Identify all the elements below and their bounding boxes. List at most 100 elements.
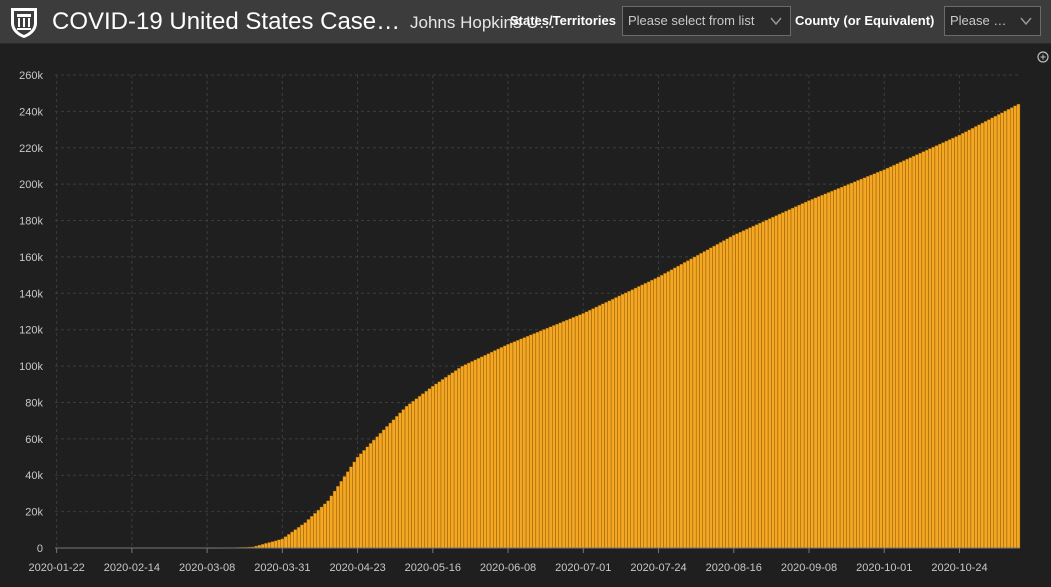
- bar: [486, 353, 491, 549]
- y-tick-label: 260k: [19, 70, 43, 82]
- bar: [908, 157, 913, 549]
- bar: [584, 311, 589, 549]
- bar: [705, 249, 710, 549]
- bar: [892, 164, 896, 549]
- bar: [401, 409, 406, 549]
- bar: [738, 231, 743, 549]
- bar: [692, 256, 697, 549]
- bar: [882, 169, 887, 549]
- bar: [336, 485, 340, 549]
- bar: [669, 269, 674, 549]
- bar: [921, 151, 926, 549]
- app-subtitle: Johns Hopkins U…: [410, 13, 556, 32]
- bar: [408, 403, 412, 549]
- bar: [748, 227, 752, 549]
- bar: [833, 189, 838, 549]
- bar: [653, 278, 658, 549]
- bar: [601, 303, 605, 549]
- app-header: COVID-19 United States Case… Johns Hopki…: [0, 0, 1051, 44]
- bar: [332, 490, 337, 549]
- bar: [826, 192, 831, 549]
- bar: [816, 196, 821, 549]
- bar: [735, 233, 739, 549]
- chart-panel: 0 20k 40k 60k 80k 100k 120k 140k 160k 180k 200k 220…: [0, 53, 1051, 582]
- bar: [395, 416, 399, 549]
- bar: [967, 129, 972, 549]
- bar: [699, 253, 703, 549]
- expand-chart-icon[interactable]: [1037, 51, 1049, 63]
- bar: [493, 350, 497, 549]
- bar: [718, 242, 723, 549]
- bar: [437, 381, 442, 549]
- bar: [574, 315, 579, 549]
- bar: [414, 398, 419, 549]
- x-tick-label: 2020-03-31: [254, 562, 310, 574]
- bar: [767, 218, 772, 549]
- bar: [375, 436, 380, 549]
- bar: [378, 432, 383, 549]
- bar: [813, 197, 818, 549]
- y-tick-label: 0: [37, 543, 43, 555]
- bar: [421, 393, 425, 549]
- y-tick-label: 180k: [19, 216, 43, 228]
- app-title: COVID-19 United States Case…: [52, 8, 401, 35]
- bar: [810, 198, 815, 549]
- bar: [329, 495, 334, 549]
- bar: [349, 466, 353, 549]
- state-select[interactable]: Please select from list: [622, 6, 791, 36]
- bar: [951, 137, 955, 549]
- bar: [578, 314, 582, 549]
- bar: [424, 390, 429, 549]
- bar: [385, 426, 389, 549]
- bar: [319, 506, 324, 549]
- bar: [512, 341, 517, 549]
- bar: [525, 335, 530, 549]
- bar: [728, 236, 733, 549]
- bar: [637, 286, 641, 549]
- bar: [440, 379, 445, 549]
- bar: [260, 544, 265, 549]
- bar: [944, 140, 949, 549]
- bar: [715, 243, 720, 549]
- bar: [460, 365, 465, 549]
- bar: [784, 210, 788, 549]
- y-tick-label: 140k: [19, 288, 43, 300]
- bar: [686, 260, 690, 549]
- bar: [277, 539, 281, 549]
- bar: [934, 145, 939, 549]
- bar: [774, 215, 779, 549]
- y-tick-label: 80k: [25, 397, 43, 409]
- bar: [915, 154, 919, 549]
- bar: [434, 383, 438, 549]
- bar: [417, 395, 422, 549]
- bar: [502, 345, 507, 549]
- y-tick-label: 160k: [19, 252, 43, 264]
- bar: [499, 347, 504, 549]
- bar: [807, 200, 811, 549]
- bar: [404, 405, 409, 549]
- bar: [941, 142, 945, 549]
- bar: [787, 209, 792, 549]
- bar: [617, 295, 622, 549]
- bar: [287, 534, 291, 549]
- bar: [604, 302, 609, 549]
- bar: [339, 481, 344, 549]
- bar: [771, 216, 775, 549]
- bar: [293, 529, 298, 549]
- bar: [852, 181, 857, 549]
- bar: [964, 131, 968, 549]
- bar: [345, 471, 350, 549]
- bar: [1003, 110, 1008, 549]
- y-tick-label: 60k: [25, 434, 43, 446]
- bar: [862, 177, 867, 549]
- bar: [561, 321, 566, 549]
- y-tick-label: 100k: [19, 361, 43, 373]
- state-filter-label: States/Territories: [510, 13, 616, 28]
- bar: [676, 265, 680, 549]
- county-select[interactable]: Please …: [944, 6, 1041, 36]
- bar: [928, 148, 932, 549]
- y-tick-label: 240k: [19, 106, 43, 118]
- bar: [650, 279, 654, 549]
- bar: [643, 283, 648, 549]
- bar: [290, 531, 294, 549]
